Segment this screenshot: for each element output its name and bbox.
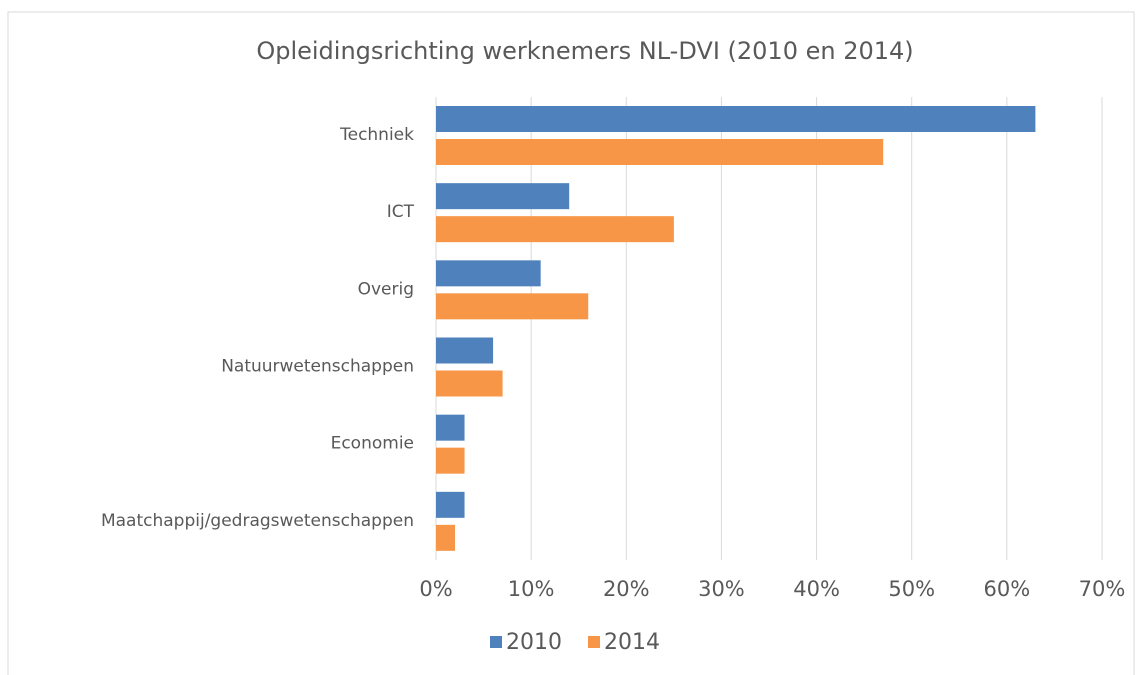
x-tick-label: 40% <box>793 577 840 601</box>
y-tick-label: Overig <box>358 279 414 299</box>
x-tick-label: 20% <box>603 577 650 601</box>
bar <box>436 139 884 165</box>
bar <box>436 491 465 518</box>
bar <box>436 337 494 364</box>
x-tick-label: 50% <box>888 577 935 601</box>
x-tick-label: 70% <box>1079 577 1126 601</box>
y-tick-label: ICT <box>387 202 415 222</box>
x-tick-label: 10% <box>508 577 555 601</box>
bar <box>436 370 503 397</box>
bar <box>436 447 465 474</box>
legend-label: 2014 <box>604 630 660 655</box>
legend-label: 2010 <box>506 630 562 655</box>
chart-title: Opleidingsrichting werknemers NL-DVI (20… <box>256 37 913 65</box>
x-tick-label: 0% <box>419 577 452 601</box>
y-tick-label: Techniek <box>339 125 414 145</box>
legend-swatch <box>490 636 502 648</box>
bar <box>436 524 456 551</box>
bar <box>436 106 1036 132</box>
bar <box>436 414 465 441</box>
bar <box>436 183 570 210</box>
y-tick-label: Economie <box>331 434 414 454</box>
x-tick-label: 60% <box>984 577 1031 601</box>
bar <box>436 260 541 287</box>
y-tick-label: Maatchappij/gedragswetenschappen <box>101 511 414 531</box>
legend-swatch <box>588 636 600 648</box>
x-tick-label: 30% <box>698 577 745 601</box>
y-tick-label: Natuurwetenschappen <box>221 357 414 377</box>
bar <box>436 293 589 320</box>
bar <box>436 216 674 243</box>
